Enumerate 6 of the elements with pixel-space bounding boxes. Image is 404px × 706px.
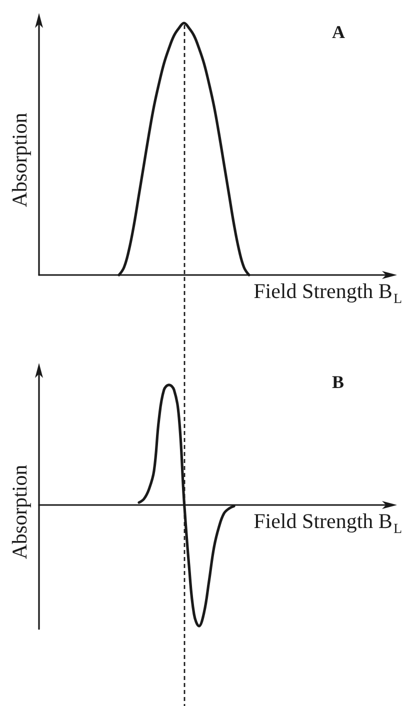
x-axis-title: Field Strength B$_{L}$ <box>254 279 402 307</box>
y-axis-title: Absorption <box>8 112 32 208</box>
chart-title: B <box>332 372 344 392</box>
chart-title: A <box>332 22 345 42</box>
x-axis-title: Field Strength B$_{L}$ <box>254 508 402 537</box>
y-axis-title: Absorption <box>8 464 32 560</box>
